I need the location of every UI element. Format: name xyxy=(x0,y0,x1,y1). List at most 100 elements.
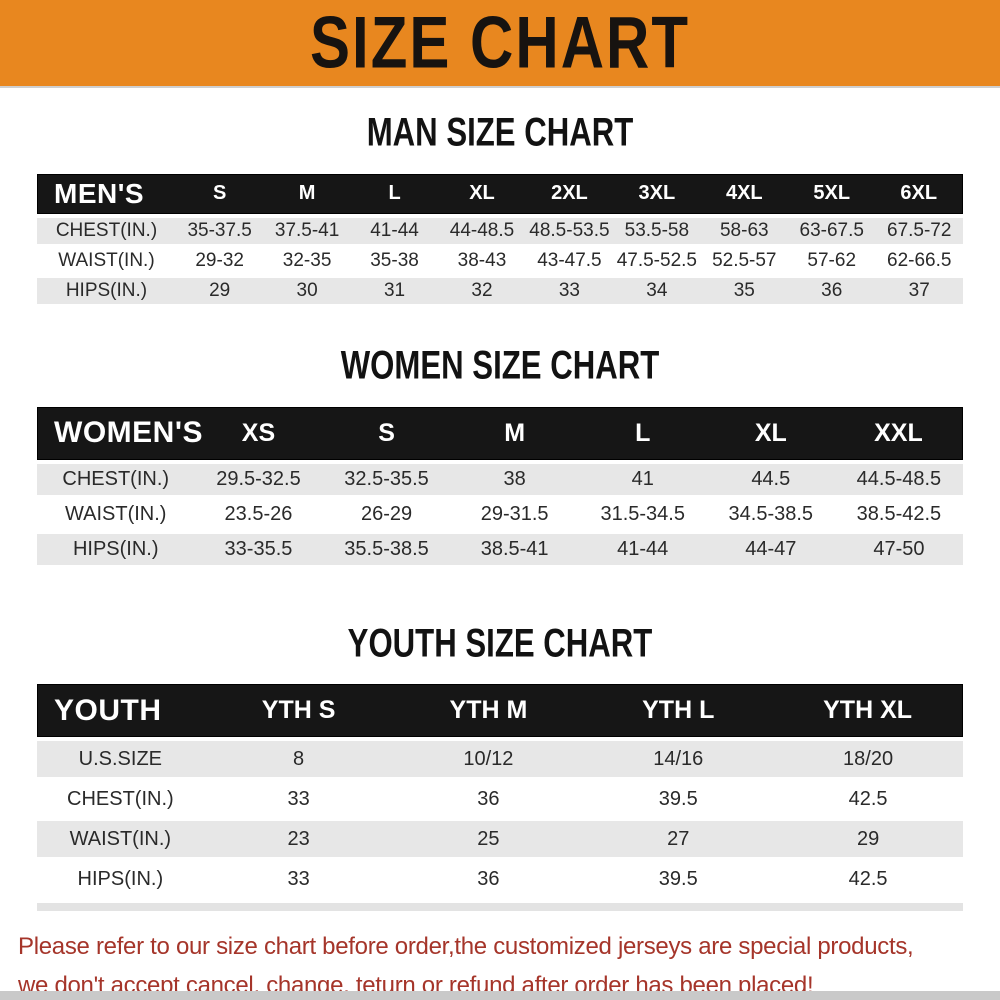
women-header-size-m: M xyxy=(450,406,579,460)
table-cell: 41 xyxy=(631,467,654,490)
table-cell: 33-35.5 xyxy=(224,537,293,560)
table-cell: 35.5-38.5 xyxy=(344,537,429,560)
footer-note: Please refer to our size chart before or… xyxy=(18,927,1000,1000)
table-cell: 47.5-52.5 xyxy=(616,249,697,271)
youth-header-size-yth-s: YTH S xyxy=(203,684,394,738)
banner-title: SIZE CHART xyxy=(310,1,690,84)
table-cell: 39.5 xyxy=(658,867,698,890)
women-hips-row: HIPS(IN.) 33-35.5 35.5-38.5 38.5-41 41-4… xyxy=(37,533,963,565)
table-cell: 31 xyxy=(383,279,406,301)
youth-section-heading: YOUTH SIZE CHART xyxy=(347,621,653,666)
men-header-row: MEN'S S M L XL 2XL 3XL 4XL 5XL 6XL xyxy=(37,173,963,214)
table-cell: 41-44 xyxy=(617,537,669,560)
table-cell: 38-43 xyxy=(457,249,507,271)
row-label: CHEST(IN.) xyxy=(67,787,174,810)
table-cell: 31.5-34.5 xyxy=(600,502,685,525)
table-cell: 58-63 xyxy=(719,219,769,241)
men-header-size-2xl: 2XL xyxy=(525,173,614,214)
table-cell: 35-38 xyxy=(370,249,419,271)
youth-ussize-row: U.S.SIZE 8 10/12 14/16 18/20 xyxy=(37,741,963,778)
table-cell: 67.5-72 xyxy=(887,219,952,241)
youth-table-bottom-strip xyxy=(37,903,963,912)
table-cell: 44-47 xyxy=(745,537,797,560)
table-cell: 57-62 xyxy=(807,249,857,271)
table-cell: 36 xyxy=(821,279,843,301)
table-cell: 23.5-26 xyxy=(224,502,293,525)
youth-size-table: YOUTH YTH S YTH M YTH L YTH XL U.S.SIZE … xyxy=(37,680,963,901)
table-cell: 38.5-42.5 xyxy=(856,502,942,525)
table-cell: 29 xyxy=(209,279,231,301)
women-header-label: WOMEN'S xyxy=(37,406,202,460)
table-cell: 47-50 xyxy=(873,537,925,560)
men-header-size-5xl: 5XL xyxy=(788,173,876,214)
row-label: HIPS(IN.) xyxy=(65,279,148,301)
table-cell: 36 xyxy=(477,787,500,810)
table-cell: 14/16 xyxy=(653,747,704,770)
row-label: CHEST(IN.) xyxy=(55,219,158,241)
table-cell: 29.5-32.5 xyxy=(216,467,301,490)
table-cell: 32 xyxy=(471,279,493,301)
men-header-size-s: S xyxy=(175,173,264,214)
row-label: HIPS(IN.) xyxy=(72,537,159,560)
youth-header-label: YOUTH xyxy=(37,684,204,738)
men-header-size-4xl: 4XL xyxy=(700,173,789,214)
table-cell: 35 xyxy=(733,279,755,301)
table-cell: 23 xyxy=(287,827,310,850)
table-cell: 38 xyxy=(503,467,526,490)
table-cell: 38.5-41 xyxy=(480,537,549,560)
table-cell: 33 xyxy=(287,867,310,890)
youth-header-size-yth-xl: YTH XL xyxy=(773,684,963,738)
table-cell: 43-47.5 xyxy=(537,249,602,271)
table-cell: 25 xyxy=(477,827,500,850)
table-cell: 36 xyxy=(477,867,500,890)
table-cell: 10/12 xyxy=(463,747,514,770)
table-cell: 35-37.5 xyxy=(187,219,252,241)
youth-waist-row: WAIST(IN.) 23 25 27 29 xyxy=(37,821,963,858)
table-cell: 32.5-35.5 xyxy=(344,467,429,490)
men-header-size-l: L xyxy=(350,173,439,214)
table-cell: 39.5 xyxy=(658,787,698,810)
men-waist-row: WAIST(IN.) 29-32 32-35 35-38 38-43 43-47… xyxy=(37,247,963,274)
row-label: WAIST(IN.) xyxy=(58,249,155,271)
table-cell: 29 xyxy=(856,827,880,850)
table-cell: 41-44 xyxy=(370,219,419,241)
row-label: WAIST(IN.) xyxy=(64,502,167,525)
table-cell: 44.5-48.5 xyxy=(856,467,942,490)
row-label: HIPS(IN.) xyxy=(77,867,164,890)
table-cell: 27 xyxy=(667,827,690,850)
men-header-size-m: M xyxy=(263,173,351,214)
men-hips-row: HIPS(IN.) 29 30 31 32 33 34 35 36 37 xyxy=(37,277,963,304)
youth-header-size-yth-m: YTH M xyxy=(393,684,584,738)
table-cell: 42.5 xyxy=(848,787,888,810)
footer-note-line1: Please refer to our size chart before or… xyxy=(18,933,914,961)
table-cell: 33 xyxy=(558,279,580,301)
men-size-table: MEN'S S M L XL 2XL 3XL 4XL 5XL 6XL CHEST… xyxy=(37,170,963,308)
table-cell: 33 xyxy=(287,787,310,810)
table-cell: 44-48.5 xyxy=(449,219,515,241)
table-cell: 48.5-53.5 xyxy=(529,219,610,241)
table-cell: 34 xyxy=(646,279,668,301)
women-header-size-s: S xyxy=(322,406,451,460)
table-cell: 29-32 xyxy=(195,249,244,271)
women-header-size-l: L xyxy=(578,406,707,460)
row-label: CHEST(IN.) xyxy=(62,467,170,490)
men-header-size-3xl: 3XL xyxy=(613,173,701,214)
men-header-size-6xl: 6XL xyxy=(875,173,963,214)
men-header-size-xl: XL xyxy=(438,173,526,214)
table-cell: 30 xyxy=(296,279,318,301)
women-header-row: WOMEN'S XS S M L XL XXL xyxy=(37,406,963,460)
table-cell: 37.5-41 xyxy=(274,219,340,241)
table-cell: 26-29 xyxy=(360,502,413,525)
women-waist-row: WAIST(IN.) 23.5-26 26-29 29-31.5 31.5-34… xyxy=(37,498,963,530)
row-label: WAIST(IN.) xyxy=(69,827,172,850)
women-chest-row: CHEST(IN.) 29.5-32.5 32.5-35.5 38 41 44.… xyxy=(37,463,963,495)
table-cell: 42.5 xyxy=(848,867,888,890)
table-cell: 62-66.5 xyxy=(887,249,952,271)
youth-header-size-yth-l: YTH L xyxy=(583,684,774,738)
women-section-heading: WOMEN SIZE CHART xyxy=(340,343,660,388)
youth-header-row: YOUTH YTH S YTH M YTH L YTH XL xyxy=(37,684,963,738)
table-cell: 34.5-38.5 xyxy=(728,502,814,525)
men-chest-row: CHEST(IN.) 35-37.5 37.5-41 41-44 44-48.5… xyxy=(37,217,963,244)
women-header-size-xxl: XXL xyxy=(834,406,963,460)
